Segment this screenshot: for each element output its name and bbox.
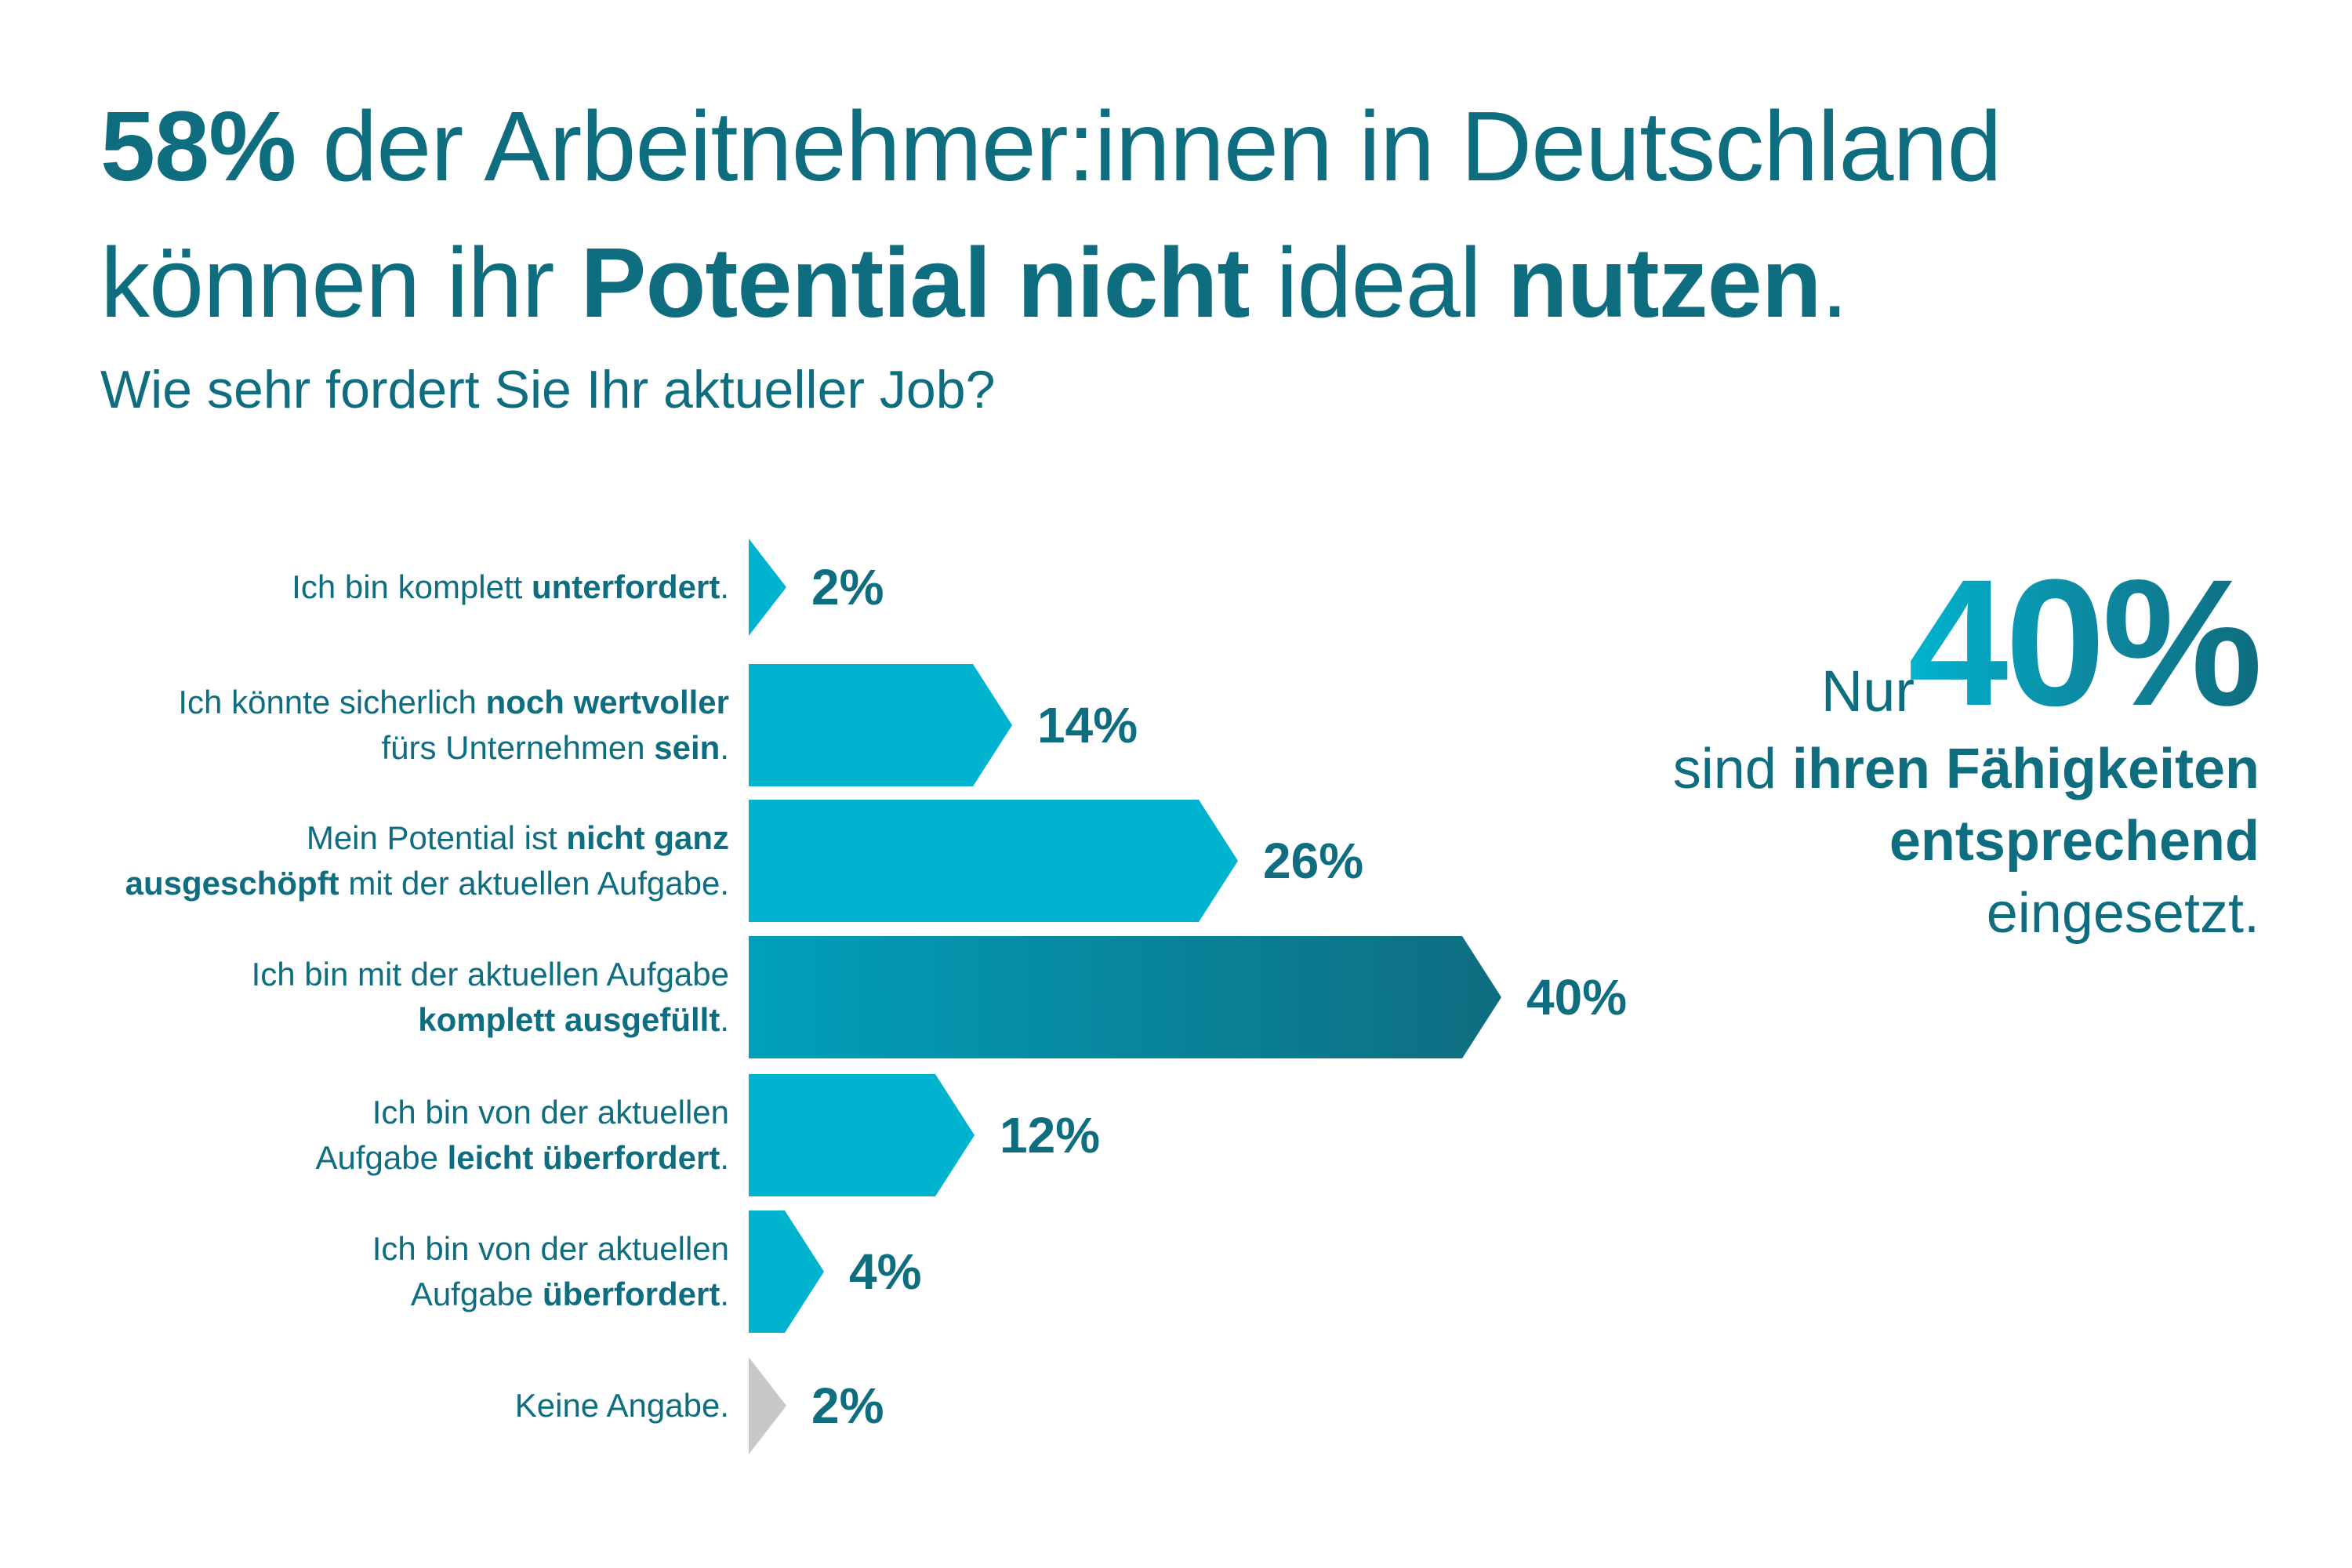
category-label-bold: noch wertvoller	[485, 684, 729, 720]
headline-line1-text: der Arbeitnehmer:innen in Deutschland	[296, 91, 2002, 201]
headline-line2-end: .	[1820, 227, 1849, 338]
category-label-text: Ich bin von der aktuellen	[372, 1094, 729, 1131]
category-label-text: Ich bin mit der aktuellen Aufgabe	[251, 956, 729, 993]
category-label-bold: unterfordert	[531, 568, 720, 605]
category-label-7: Keine Angabe.	[55, 1383, 729, 1428]
headline-line2-bold2: nutzen	[1507, 227, 1822, 338]
category-label-text: Ich bin komplett	[292, 568, 532, 605]
bar-6	[749, 1210, 824, 1333]
bar-5	[749, 1074, 975, 1196]
callout-nur: Nur	[1820, 659, 1915, 724]
category-label-text: .	[720, 1001, 729, 1038]
category-label-text: .	[720, 1139, 729, 1176]
category-label-5: Ich bin von der aktuellen Aufgabe leicht …	[55, 1090, 729, 1181]
headline-line2-a: können ihr	[100, 227, 581, 338]
category-label-bold: leicht überfordert	[447, 1139, 720, 1176]
category-label-text: Aufgabe	[410, 1276, 543, 1312]
category-label-bold: überfordert	[542, 1276, 720, 1312]
bar-3	[749, 800, 1238, 922]
callout: Nur 40% sind ihren Fähigkeiten entsprech…	[1554, 553, 2263, 949]
category-label-2: Ich könnte sicherlich noch wertvoller für…	[55, 680, 729, 771]
category-label-bold: nicht ganz	[566, 819, 729, 856]
headline: 58% der Arbeitnehmer:innen in Deutschlan…	[100, 78, 2002, 351]
callout-value: 40%	[1907, 542, 2263, 743]
value-label-2: 14%	[1037, 697, 1138, 753]
category-label-bold: sein	[654, 729, 720, 766]
callout-line3: entsprechend	[1889, 810, 2259, 873]
value-label-5: 12%	[1000, 1107, 1100, 1163]
category-label-3: Mein Potential ist nicht ganz ausgeschöpf…	[55, 815, 729, 906]
bar-7	[749, 1357, 786, 1454]
value-labels-group: 2% 14% 26% 40% 12% 4% 2%	[811, 559, 1627, 1434]
category-label-bold: komplett ausgefüllt	[418, 1001, 720, 1038]
value-label-4: 40%	[1526, 969, 1627, 1025]
category-label-text: .	[720, 729, 729, 766]
category-label-4: Ich bin mit der aktuellen Aufgabe komplet…	[55, 952, 729, 1043]
category-label-text: Ich bin von der aktuellen	[372, 1230, 729, 1267]
category-label-1: Ich bin komplett unterfordert.	[55, 564, 729, 610]
category-label-text: Keine Angabe.	[514, 1387, 729, 1424]
category-label-text: Ich könnte sicherlich	[178, 684, 486, 720]
callout-line2-a: sind	[1672, 738, 1792, 800]
value-label-7: 2%	[811, 1377, 884, 1434]
headline-stat: 58%	[100, 91, 296, 201]
chart-subtitle: Wie sehr fordert Sie Ihr aktueller Job?	[100, 360, 996, 419]
category-label-text: Aufgabe	[315, 1139, 448, 1176]
bar-4	[749, 936, 1501, 1058]
value-label-3: 26%	[1263, 833, 1363, 889]
category-label-6: Ich bin von der aktuellen Aufgabe überfor…	[55, 1226, 729, 1317]
bars-group	[749, 539, 1501, 1454]
category-label-text: .	[720, 1276, 729, 1312]
value-label-1: 2%	[811, 559, 884, 615]
category-label-bold: ausgeschöpft	[125, 865, 339, 902]
category-label-text: Mein Potential ist	[306, 819, 567, 856]
headline-line2-b: ideal	[1249, 227, 1508, 338]
category-label-text: .	[720, 568, 729, 605]
value-label-6: 4%	[849, 1243, 922, 1300]
callout-line2-bold: ihren Fähigkeiten	[1791, 738, 2259, 800]
headline-line2-bold1: Potential nicht	[580, 227, 1250, 338]
category-label-text: fürs Unternehmen	[381, 729, 655, 766]
callout-line4: eingesetzt.	[1986, 882, 2259, 945]
bar-1	[749, 539, 786, 636]
bar-2	[749, 664, 1012, 786]
category-label-text: mit der aktuellen Aufgabe.	[339, 865, 729, 902]
